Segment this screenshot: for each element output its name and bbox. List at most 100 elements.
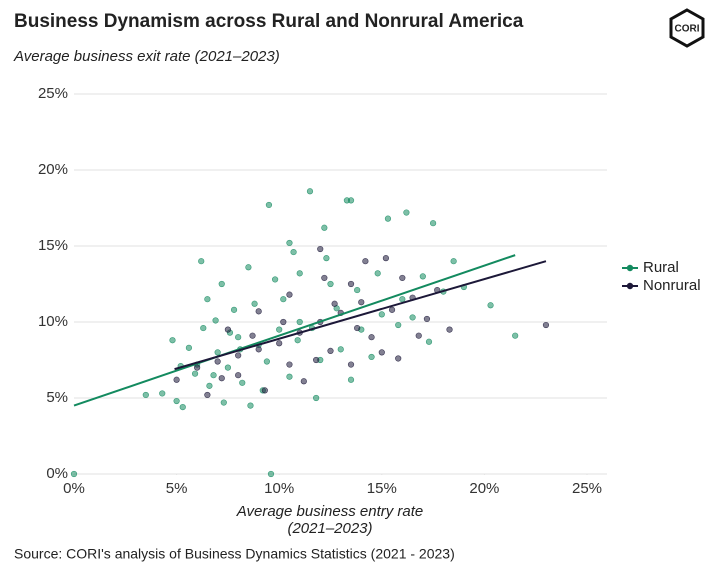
point <box>317 245 324 253</box>
point <box>425 338 433 345</box>
point <box>347 197 355 204</box>
point <box>263 358 270 365</box>
point <box>296 270 303 277</box>
point <box>374 270 381 277</box>
point <box>313 356 320 364</box>
point <box>212 317 219 324</box>
point <box>169 337 176 344</box>
x-tick-label: 25% <box>572 480 602 497</box>
y-tick-label: 25% <box>38 85 68 102</box>
point <box>347 376 355 383</box>
point <box>294 337 301 344</box>
point <box>271 276 279 283</box>
point <box>235 372 242 379</box>
point <box>354 324 361 332</box>
trend-line <box>174 260 547 371</box>
point <box>321 224 328 231</box>
point <box>368 334 375 341</box>
point <box>142 391 149 399</box>
point <box>251 300 258 307</box>
point <box>378 349 385 356</box>
point <box>179 404 186 411</box>
point <box>512 332 519 339</box>
point <box>399 274 406 282</box>
point <box>347 361 355 368</box>
legend-item: Rural <box>622 259 679 276</box>
point <box>450 258 457 265</box>
legend-label: Nonrural <box>643 277 701 294</box>
x-axis-label: Average business entry rate <box>236 503 424 520</box>
point <box>306 188 314 195</box>
point <box>358 299 365 306</box>
point <box>296 318 303 326</box>
point <box>265 201 273 209</box>
point <box>331 300 338 307</box>
point <box>173 376 180 383</box>
trend-line <box>73 254 516 407</box>
point <box>267 470 275 478</box>
point <box>70 470 78 478</box>
point <box>403 209 410 216</box>
point <box>378 311 385 318</box>
point <box>214 349 221 356</box>
point <box>323 255 330 262</box>
point <box>218 280 225 288</box>
point <box>388 306 396 313</box>
point <box>423 315 431 323</box>
point <box>173 397 180 405</box>
point <box>247 402 254 409</box>
source-note: Source: CORI's analysis of Business Dyna… <box>14 546 455 562</box>
point <box>235 334 242 341</box>
point <box>337 346 344 353</box>
point <box>542 321 550 329</box>
point <box>321 274 328 282</box>
point <box>384 215 392 222</box>
x-tick-label: 5% <box>166 480 188 497</box>
y-tick-label: 20% <box>38 161 68 178</box>
logo-text: CORI <box>675 24 700 35</box>
point <box>204 296 211 303</box>
point <box>220 399 227 406</box>
point <box>415 332 422 339</box>
point <box>286 239 293 247</box>
point <box>224 326 231 333</box>
logo-mark <box>669 8 705 48</box>
series-points <box>173 245 550 399</box>
point <box>347 280 355 288</box>
point <box>327 280 334 288</box>
logo: CORI <box>669 8 705 48</box>
point <box>399 296 406 303</box>
x-tick-label: 0% <box>63 480 85 497</box>
point <box>185 344 193 351</box>
x-tick-label: 10% <box>264 480 294 497</box>
point <box>280 318 287 326</box>
point <box>249 332 256 339</box>
point <box>194 364 201 371</box>
point <box>235 352 242 359</box>
point <box>286 291 293 298</box>
x-tick-label: 15% <box>367 480 397 497</box>
point <box>327 347 334 354</box>
y-tick-label: 5% <box>46 389 68 406</box>
series-points <box>70 188 519 478</box>
y-tick-label: 0% <box>46 465 68 482</box>
chart-subtitle: Average business exit rate (2021–2023) <box>13 48 280 65</box>
point <box>204 391 211 399</box>
point <box>230 306 238 313</box>
legend-item: Nonrural <box>622 277 701 294</box>
point <box>446 326 453 333</box>
point <box>224 364 231 371</box>
legend-label: Rural <box>643 259 679 276</box>
point <box>276 340 283 347</box>
legend-swatch <box>626 264 634 272</box>
point <box>255 346 262 353</box>
point <box>382 255 390 262</box>
y-tick-label: 15% <box>38 237 68 254</box>
point <box>239 379 246 386</box>
y-tick-label: 10% <box>38 313 68 330</box>
point <box>300 378 307 385</box>
point <box>290 248 297 256</box>
point <box>218 375 225 382</box>
point <box>395 355 402 362</box>
